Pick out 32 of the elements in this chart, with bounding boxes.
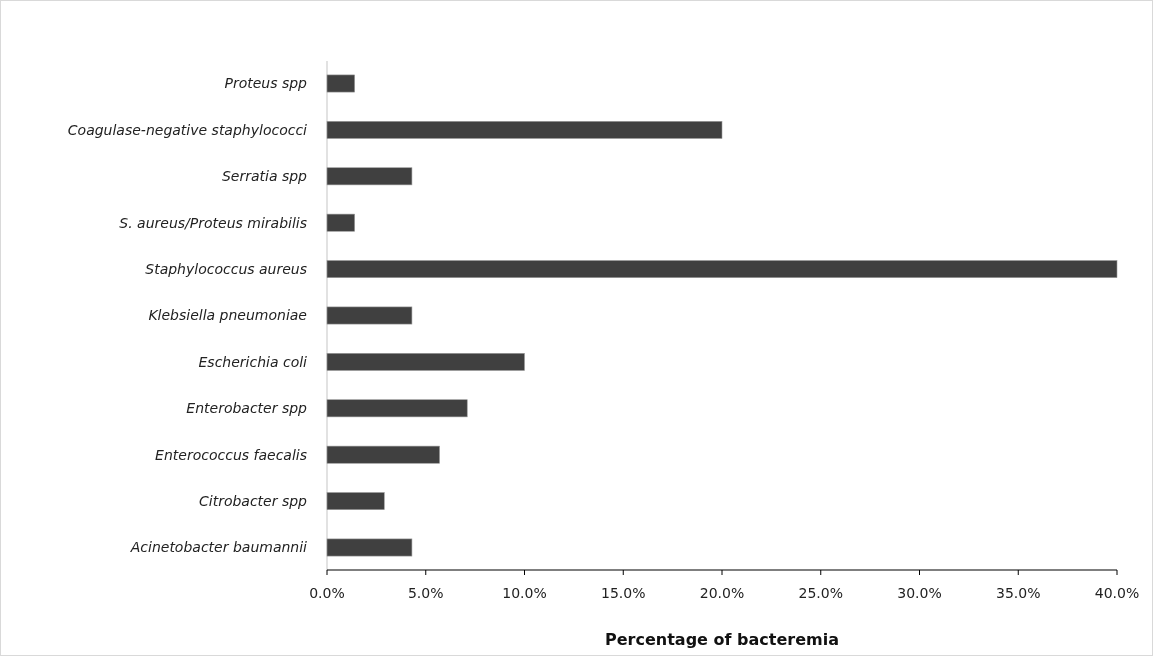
x-tick-label: 25.0%: [798, 585, 843, 601]
y-tick-label: Escherichia coli: [198, 353, 308, 370]
y-tick-label: Coagulase-negative staphylococci: [67, 121, 308, 138]
bar: [326, 306, 413, 325]
bar: [326, 260, 1118, 278]
bar: [326, 492, 385, 510]
y-tick-label: Acinetobacter baumannii: [129, 539, 308, 556]
x-axis-title: Percentage of bacteremia: [605, 630, 839, 649]
y-tick-label: Serratia spp: [221, 168, 308, 185]
bar: [326, 213, 355, 232]
x-tick-label: 40.0%: [1094, 585, 1140, 601]
bar: [326, 167, 413, 186]
x-tick-label: 0.0%: [309, 585, 345, 601]
x-tick-label: 10.0%: [502, 585, 547, 601]
bar: [326, 121, 723, 139]
x-tick-label: 20.0%: [699, 585, 745, 601]
y-tick-label: Enterococcus faecalis: [155, 446, 307, 463]
x-tick-label: 35.0%: [996, 585, 1041, 601]
y-tick-label: Enterobacter spp: [186, 400, 308, 417]
x-tick-label: 30.0%: [897, 585, 942, 601]
y-tick-label: S. aureus/Proteus mirabilis: [119, 214, 307, 231]
bar: [326, 445, 440, 464]
y-tick-label: Staphylococcus aureus: [145, 261, 307, 277]
y-tick-label: Citrobacter spp: [198, 493, 308, 509]
y-tick-label: Proteus spp: [224, 75, 308, 92]
x-tick-label: 5.0%: [407, 585, 444, 601]
y-tick-label: Klebsiella pneumoniae: [148, 307, 307, 324]
bar: [326, 538, 413, 557]
bar: [326, 399, 468, 418]
bar: [326, 74, 355, 93]
bar: [326, 353, 525, 371]
x-tick-label: 15.0%: [601, 585, 646, 601]
